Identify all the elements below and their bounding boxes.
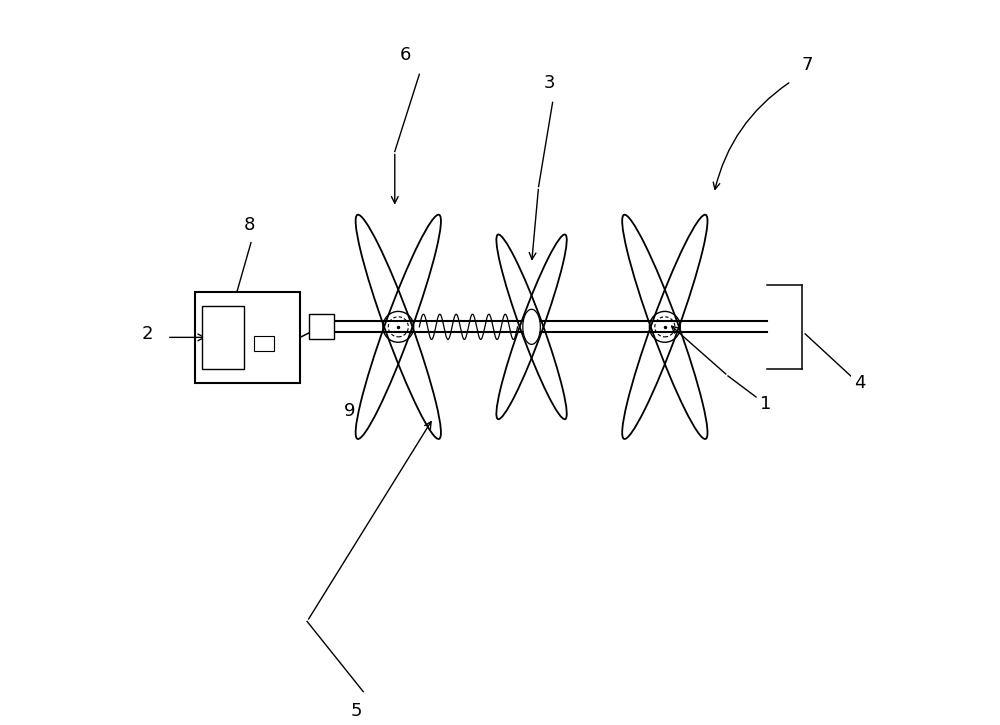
Text: 3: 3 bbox=[543, 74, 555, 92]
Text: 2: 2 bbox=[141, 325, 153, 343]
Text: 8: 8 bbox=[244, 216, 255, 234]
Text: 9: 9 bbox=[343, 402, 355, 420]
Text: 5: 5 bbox=[350, 702, 362, 720]
Text: 7: 7 bbox=[802, 57, 813, 74]
Text: 4: 4 bbox=[854, 374, 866, 392]
Bar bbox=[195, 291, 300, 383]
Ellipse shape bbox=[523, 310, 540, 344]
Text: 1: 1 bbox=[760, 395, 771, 413]
Text: 6: 6 bbox=[400, 46, 411, 64]
Bar bbox=[254, 336, 274, 352]
Bar bbox=[309, 314, 334, 339]
Bar bbox=[202, 306, 244, 369]
